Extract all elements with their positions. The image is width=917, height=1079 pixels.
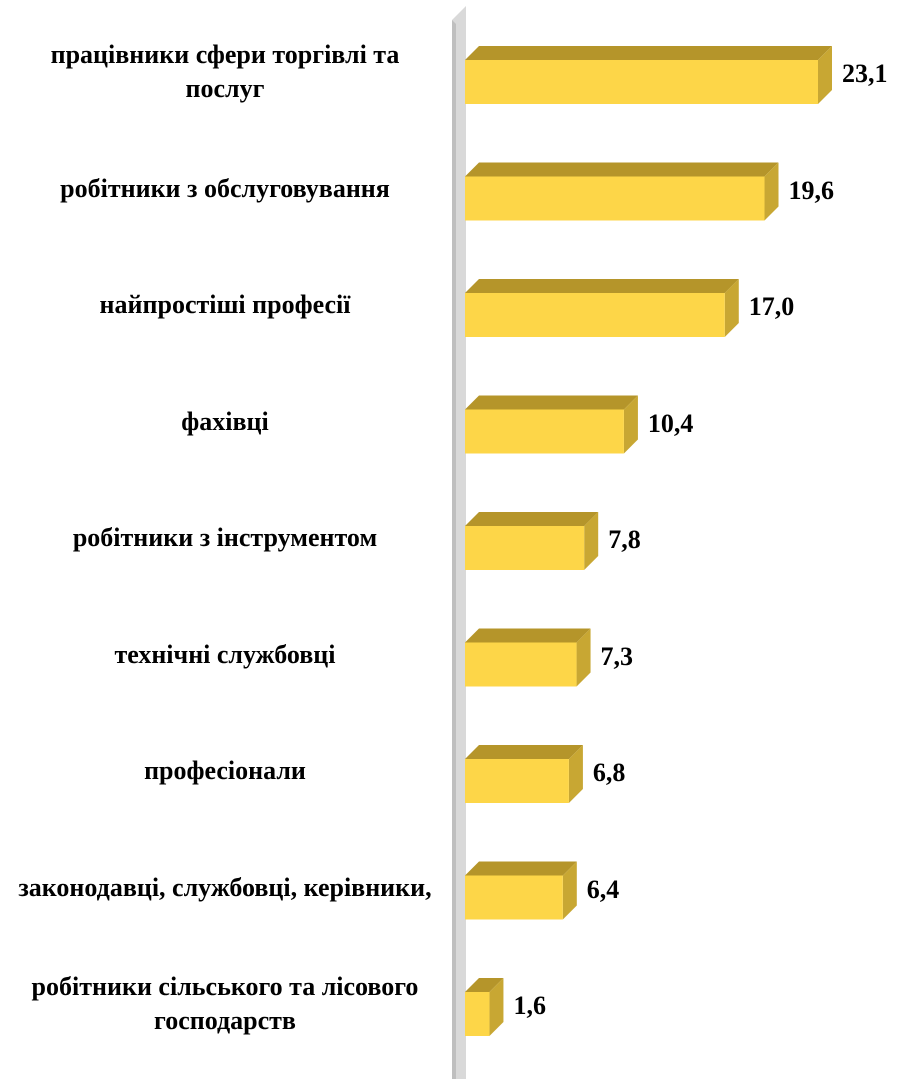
value-label: 1,6 [513, 991, 546, 1020]
bar-side [724, 279, 739, 337]
value-label: 17,0 [748, 292, 795, 321]
category-label: професіонали [144, 756, 306, 785]
category-label: працівники сфери торгівлі та послуг [50, 40, 400, 103]
bar-front [465, 526, 585, 570]
bar-side [584, 512, 599, 570]
category-label: робітники з інструментом [72, 523, 378, 552]
bar-top [465, 978, 504, 992]
value-label: 23,1 [842, 59, 888, 88]
bar-front [465, 60, 818, 104]
value-label: 6,8 [592, 758, 626, 787]
bar [465, 162, 779, 221]
value-label: 7,8 [608, 525, 641, 554]
bar-front [465, 176, 765, 221]
category-label: робітники з обслуговування [60, 173, 390, 203]
bar [465, 628, 591, 687]
bar-top [465, 745, 583, 759]
bar-side [568, 745, 583, 803]
value-label: 10,4 [647, 408, 694, 438]
bar-top [465, 395, 638, 410]
bar [465, 978, 504, 1036]
bar-top [465, 279, 739, 293]
bar-side [562, 861, 577, 920]
bar [465, 512, 599, 570]
bar-side [764, 162, 779, 221]
category-label: технічні службовці [114, 639, 336, 669]
value-label: 7,3 [600, 641, 634, 671]
bar [465, 745, 583, 803]
bar-side [576, 628, 591, 687]
bar-side [623, 395, 638, 454]
category-label: фахівці [181, 406, 269, 436]
bar-front [465, 992, 490, 1036]
bar [465, 395, 638, 454]
bar [465, 279, 739, 337]
bar-top [465, 628, 591, 643]
category-label: робітники сільського та лісового господа… [31, 972, 419, 1035]
bar-top [465, 46, 832, 60]
wall-edge [452, 20, 456, 1079]
bar-front [465, 409, 624, 454]
bar-front [465, 875, 563, 920]
bar-front [465, 642, 577, 687]
category-label: законодавці, службовці, керівники, [18, 872, 432, 902]
bar-front [465, 293, 725, 337]
bar-front [465, 759, 569, 803]
bar [465, 46, 832, 104]
category-label: найпростіші професії [99, 290, 351, 319]
bar-side [489, 978, 504, 1036]
bar-top [465, 861, 577, 876]
bar [465, 861, 577, 920]
value-label: 19,6 [788, 175, 835, 205]
value-label: 6,4 [586, 874, 620, 904]
bar-top [465, 512, 599, 526]
bar-side [818, 46, 832, 104]
bar-top [465, 162, 779, 177]
